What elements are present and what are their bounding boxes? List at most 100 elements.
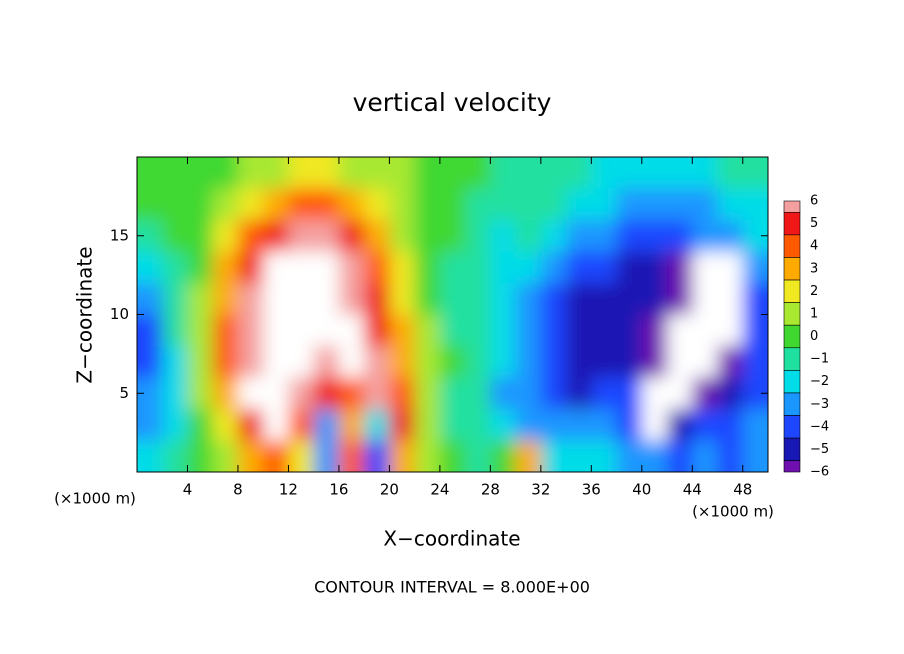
field-cell xyxy=(162,157,188,189)
field-cell xyxy=(137,409,163,441)
colorbar-label: 3 xyxy=(810,261,818,276)
field-cell xyxy=(641,377,668,410)
field-cell xyxy=(616,377,643,410)
field-cell xyxy=(237,377,264,410)
colorbar-label: 5 xyxy=(810,216,818,231)
field-cell xyxy=(439,220,466,252)
field-cell xyxy=(540,377,567,410)
colorbar-swatch xyxy=(783,415,801,439)
field-cell xyxy=(389,188,416,221)
field-cell xyxy=(465,409,491,441)
field-cell xyxy=(566,188,592,221)
field-cell xyxy=(742,188,768,221)
colorbar-swatch xyxy=(783,257,801,281)
field-cell xyxy=(490,440,517,472)
field-cell xyxy=(364,283,390,315)
field-cell xyxy=(566,346,592,378)
x-tick-label: 16 xyxy=(329,481,348,499)
field-cell xyxy=(616,314,643,347)
field-cell xyxy=(162,283,188,315)
field-cell xyxy=(667,251,693,284)
x-tick-label: 28 xyxy=(481,481,500,499)
field-cell xyxy=(338,188,365,221)
field-cell xyxy=(616,283,643,315)
field-cell xyxy=(212,157,239,189)
field-cell xyxy=(439,314,466,347)
field-cell xyxy=(389,283,416,315)
field-cell xyxy=(540,440,567,472)
colorbar-label: −6 xyxy=(810,465,829,480)
field-cell xyxy=(237,314,264,347)
field-cell xyxy=(162,220,188,252)
field-cell xyxy=(414,220,441,252)
field-cell xyxy=(187,157,214,189)
field-cell xyxy=(237,157,264,189)
field-cell xyxy=(515,157,542,189)
field-cell xyxy=(490,251,517,284)
field-cell xyxy=(187,220,214,252)
field-cell xyxy=(338,220,365,252)
field-cell xyxy=(566,377,592,410)
field-cell xyxy=(692,440,719,472)
field-cell xyxy=(439,283,466,315)
field-cell xyxy=(717,283,744,315)
field-cell xyxy=(288,220,315,252)
field-cell xyxy=(439,346,466,378)
field-cell xyxy=(439,251,466,284)
field-cell xyxy=(667,346,693,378)
field-cell xyxy=(212,409,239,441)
field-cell xyxy=(616,346,643,378)
field-cell xyxy=(162,188,188,221)
field-cell xyxy=(566,440,592,472)
field-cell xyxy=(616,440,643,472)
field-cell xyxy=(389,377,416,410)
chart-title: vertical velocity xyxy=(353,88,552,117)
field-cell xyxy=(263,251,289,284)
field-cell xyxy=(338,251,365,284)
colorbar-label: 6 xyxy=(810,194,818,209)
field-cell xyxy=(364,409,390,441)
field-cell xyxy=(742,157,768,189)
field-cell xyxy=(540,188,567,221)
field-cell xyxy=(742,251,768,284)
field-cell xyxy=(288,283,315,315)
field-cell xyxy=(313,440,340,472)
field-cell xyxy=(237,188,264,221)
field-cell xyxy=(414,377,441,410)
field-cell xyxy=(263,188,289,221)
field-cell xyxy=(667,188,693,221)
field-cell xyxy=(389,346,416,378)
field-cell xyxy=(515,251,542,284)
field-cell xyxy=(338,346,365,378)
field-cell xyxy=(288,440,315,472)
field-cell xyxy=(162,377,188,410)
field-cell xyxy=(515,314,542,347)
field-cell xyxy=(439,157,466,189)
colorbar-swatch xyxy=(783,324,801,349)
field-cell xyxy=(439,440,466,472)
colorbar-label: −1 xyxy=(810,352,829,367)
colorbar-swatch xyxy=(783,347,801,371)
colorbar-swatch xyxy=(783,437,801,462)
field-cell xyxy=(237,283,264,315)
field-cell xyxy=(540,346,567,378)
field-cell xyxy=(717,157,744,189)
colorbar-label: −5 xyxy=(810,442,829,457)
field-cell xyxy=(465,314,491,347)
field-cell xyxy=(717,220,744,252)
field-cell xyxy=(641,440,668,472)
x-tick-label: 32 xyxy=(531,481,550,499)
field-cell xyxy=(263,409,289,441)
field-cell xyxy=(667,220,693,252)
field-cell xyxy=(540,220,567,252)
field-cell xyxy=(439,377,466,410)
field-cell xyxy=(364,220,390,252)
field-cell xyxy=(742,409,768,441)
field-cell xyxy=(465,157,491,189)
x-unit-label: (×1000 m) xyxy=(692,503,774,521)
field-cell xyxy=(566,314,592,347)
field-cell xyxy=(137,188,163,221)
field-cell xyxy=(364,440,390,472)
x-axis-label: X−coordinate xyxy=(383,527,520,551)
field-cell xyxy=(616,188,643,221)
